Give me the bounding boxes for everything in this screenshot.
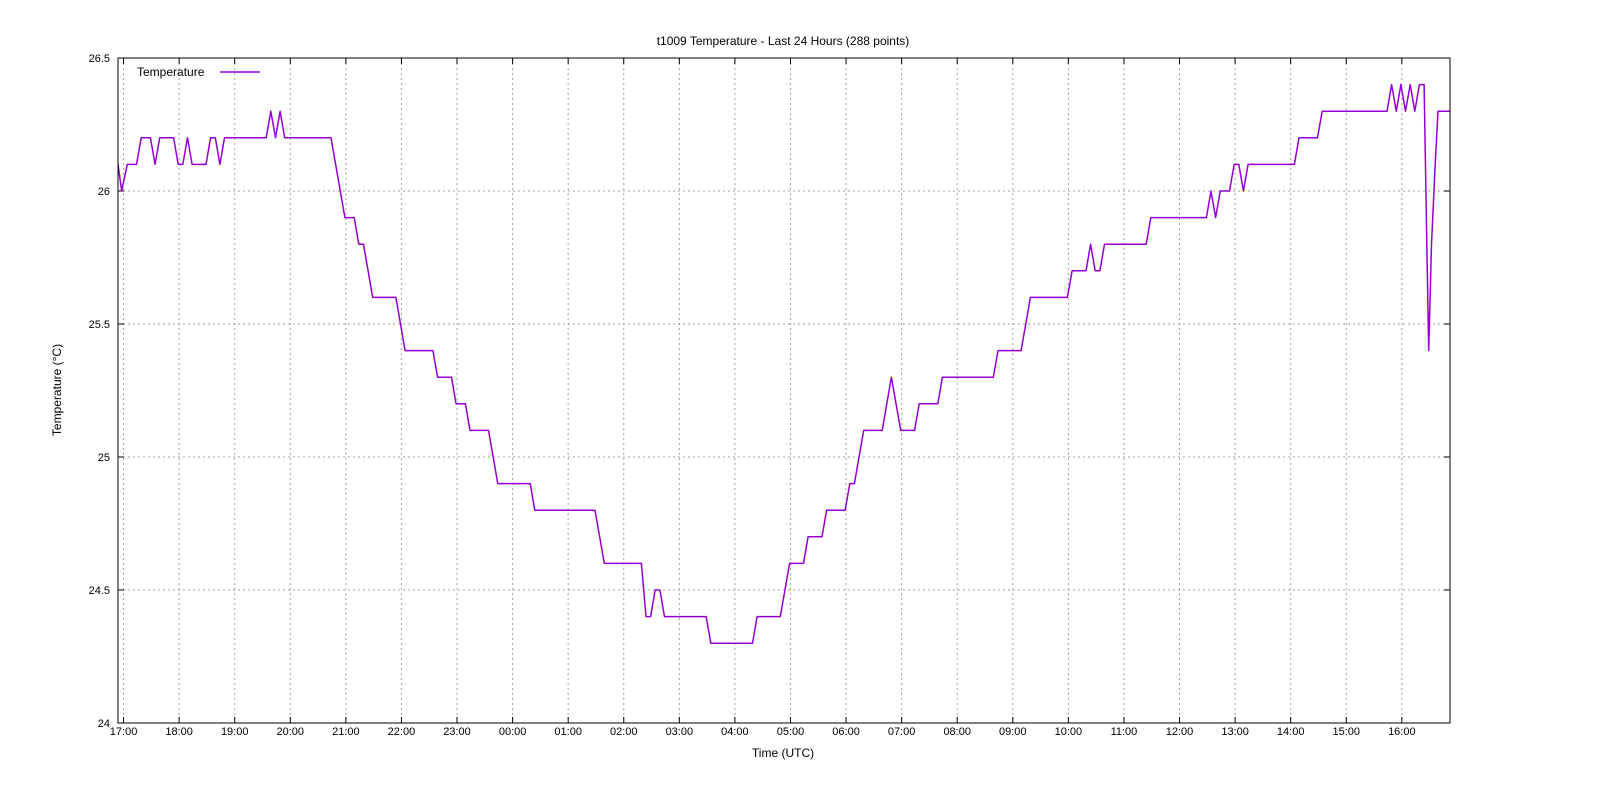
x-tick-label: 08:00: [943, 726, 971, 738]
x-tick-label: 07:00: [888, 726, 916, 738]
plot-frame: [117, 57, 1451, 724]
x-tick-label: 19:00: [221, 726, 249, 738]
x-tick-label: 03:00: [666, 726, 694, 738]
x-tick-label: 21:00: [332, 726, 360, 738]
tick-layer: 24 24.5 25 25.5 26 26.5 17:00 18:00 19:00 20:00 21…: [89, 53, 1450, 738]
x-tick-label: 15:00: [1332, 726, 1360, 738]
x-tick-label: 18:00: [165, 726, 193, 738]
y-tick-label: 25: [98, 452, 110, 464]
series-layer: [117, 83, 1450, 644]
x-axis-label: Time (UTC): [752, 746, 814, 760]
x-tick-label: 00:00: [499, 726, 527, 738]
x-tick-label: 22:00: [388, 726, 416, 738]
y-tick-label: 24.5: [89, 585, 110, 597]
chart-title: t1009 Temperature - Last 24 Hours (288 p…: [657, 34, 910, 48]
y-tick-label: 26.5: [89, 53, 110, 65]
y-tick-label: 26: [98, 186, 110, 198]
x-tick-label: 10:00: [1055, 726, 1083, 738]
x-tick-label: 05:00: [777, 726, 805, 738]
legend: Temperature: [137, 65, 260, 79]
x-tick-label: 12:00: [1166, 726, 1194, 738]
x-tick-label: 16:00: [1388, 726, 1416, 738]
grid-layer: [118, 58, 1450, 723]
x-tick-label: 02:00: [610, 726, 638, 738]
x-tick-label: 13:00: [1221, 726, 1249, 738]
x-tick-label: 04:00: [721, 726, 749, 738]
x-tick-label: 11:00: [1111, 726, 1138, 738]
x-tick-label: 14:00: [1277, 726, 1305, 738]
series-line-temperature: [117, 83, 1450, 644]
x-tick-label: 23:00: [443, 726, 471, 738]
x-tick-label: 09:00: [999, 726, 1027, 738]
x-tick-label: 17:00: [110, 726, 138, 738]
y-tick-label: 25.5: [89, 319, 110, 331]
x-tick-label: 20:00: [277, 726, 305, 738]
legend-label: Temperature: [137, 65, 205, 79]
y-axis-label: Temperature (°C): [50, 344, 64, 436]
x-tick-label: 01:00: [554, 726, 582, 738]
y-tick-label: 24: [98, 718, 110, 730]
x-tick-label: 06:00: [832, 726, 860, 738]
